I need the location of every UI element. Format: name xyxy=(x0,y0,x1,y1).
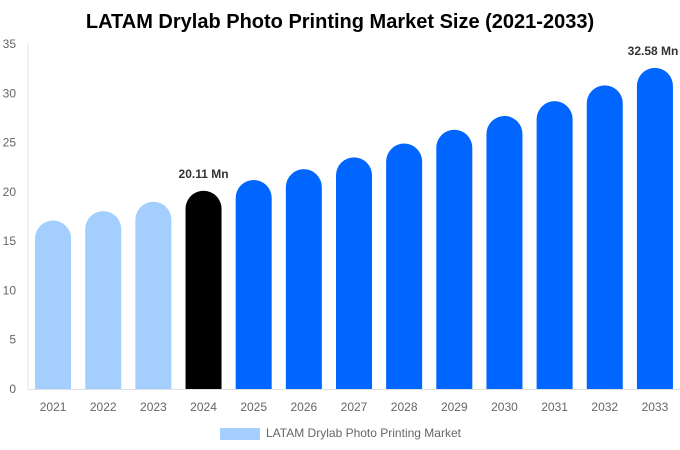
y-tick-label: 25 xyxy=(3,136,17,150)
x-tick-label: 2022 xyxy=(90,400,117,414)
x-tick-label: 2024 xyxy=(190,400,217,414)
x-tick-label: 2025 xyxy=(240,400,267,414)
bar-2031[interactable] xyxy=(536,101,573,390)
data-label: 20.11 Mn xyxy=(179,167,229,181)
x-tick-label: 2032 xyxy=(591,400,618,414)
bars xyxy=(35,67,673,390)
x-tick-label: 2021 xyxy=(40,400,67,414)
bar-2023[interactable] xyxy=(135,201,172,389)
x-tick-label: 2031 xyxy=(541,400,568,414)
y-tick-label: 10 xyxy=(3,283,17,297)
x-tick-label: 2030 xyxy=(491,400,518,414)
x-tick-label: 2023 xyxy=(140,400,167,414)
bar-2028[interactable] xyxy=(386,143,423,389)
bar-2033[interactable] xyxy=(636,67,673,390)
data-labels: 20.11 Mn 32.58 Mn xyxy=(179,44,679,181)
y-tick-label: 5 xyxy=(9,333,16,347)
bar-2024[interactable] xyxy=(185,190,222,389)
legend-swatch xyxy=(220,428,260,440)
x-tick-label: 2026 xyxy=(290,400,317,414)
x-tick-label: 2028 xyxy=(391,400,418,414)
x-tick-label: 2033 xyxy=(642,400,669,414)
bar-2029[interactable] xyxy=(436,129,473,389)
bar-2021[interactable] xyxy=(35,220,72,389)
bar-2030[interactable] xyxy=(486,115,523,389)
bar-2026[interactable] xyxy=(285,169,322,389)
bar-2022[interactable] xyxy=(85,211,122,389)
data-label: 32.58 Mn xyxy=(628,44,679,58)
y-tick-label: 30 xyxy=(3,86,17,100)
x-axis: 2021 2022 2023 2024 2025 2026 2027 2028 2029 2030… xyxy=(40,400,669,414)
chart-title: LATAM Drylab Photo Printing Market Size … xyxy=(86,11,594,33)
y-tick-label: 35 xyxy=(3,37,17,51)
bar-2032[interactable] xyxy=(586,85,623,390)
bar-2027[interactable] xyxy=(336,157,372,389)
y-axis: 0 5 10 15 20 25 30 35 xyxy=(3,37,17,396)
legend-label: LATAM Drylab Photo Printing Market xyxy=(266,426,462,440)
x-tick-label: 2027 xyxy=(341,400,368,414)
x-tick-label: 2029 xyxy=(441,400,468,414)
y-tick-label: 15 xyxy=(3,234,17,248)
y-tick-label: 20 xyxy=(3,185,17,199)
bar-2025[interactable] xyxy=(235,180,272,389)
y-tick-label: 0 xyxy=(9,382,16,396)
legend[interactable]: LATAM Drylab Photo Printing Market xyxy=(220,426,462,440)
